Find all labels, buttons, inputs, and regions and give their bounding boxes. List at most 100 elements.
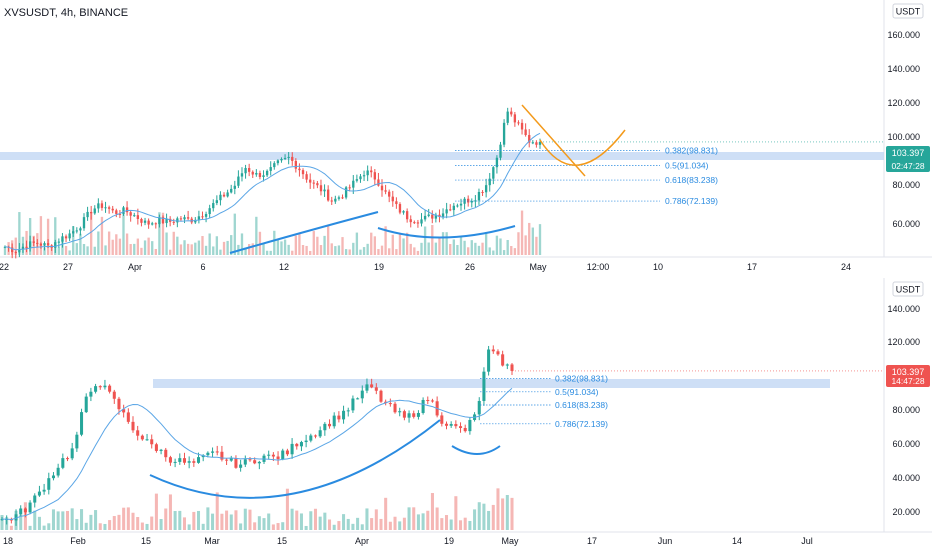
currency-label[interactable]: USDT [892, 3, 924, 19]
volume-bar [159, 519, 163, 530]
candle-body [323, 189, 326, 192]
candle-body [305, 174, 308, 180]
volume-bar [445, 232, 448, 255]
candle-body [136, 430, 140, 436]
volume-bar [379, 518, 383, 530]
candle-body [18, 249, 21, 253]
last-price-tag[interactable]: 103.397 02:47:28 [886, 146, 930, 172]
candle-body [517, 122, 520, 124]
fib-level-label: 0.618(83.238) [555, 400, 608, 410]
uptrend-curve [229, 211, 379, 254]
volume-bar [463, 240, 466, 255]
volume-bar [398, 521, 402, 530]
volume-bar [86, 246, 89, 255]
currency-box [892, 3, 924, 19]
candle-body [94, 386, 98, 392]
candle-body [131, 421, 135, 431]
bottom-chart-panel[interactable]: USDT140.000120.000100.00080.00060.00040.… [0, 278, 932, 546]
candle-body [47, 478, 51, 490]
volume-bar [319, 245, 323, 255]
candle-body [413, 222, 416, 224]
candle-body [154, 444, 158, 451]
volume-bar [481, 242, 484, 255]
candle-body [505, 364, 509, 366]
candle-body [269, 167, 272, 171]
last-price-text: 103.397 [892, 148, 925, 158]
candle-body [43, 243, 46, 246]
volume-bar [449, 244, 452, 255]
volume-bar [255, 216, 258, 255]
volume-bar [487, 510, 491, 530]
candle-body [510, 111, 513, 115]
volume-bar [285, 488, 289, 530]
candle-body [61, 458, 65, 468]
candle-body [197, 216, 201, 220]
volume-bar [440, 518, 444, 530]
candle-body [204, 214, 208, 217]
x-tick-label: 17 [587, 536, 597, 546]
x-tick-label: 22 [0, 262, 9, 272]
volume-bar [365, 508, 369, 530]
y-tick-label: 120.000 [887, 98, 920, 108]
candle-body [502, 122, 506, 145]
candle-body [122, 207, 125, 215]
top-chart-panel[interactable]: USDT160.000140.000120.000100.00080.00060… [0, 0, 932, 272]
candle-body [19, 508, 23, 515]
volume-bar [510, 497, 514, 530]
volume-bar [229, 514, 233, 530]
volume-bar [280, 241, 283, 255]
volume-bar [359, 249, 362, 255]
candle-body [46, 243, 50, 246]
volume-bar [225, 510, 229, 530]
candle-body [118, 213, 122, 215]
volume-bar [468, 520, 472, 530]
candle-body [68, 233, 71, 239]
candle-body [449, 209, 452, 211]
x-tick-label: 19 [444, 536, 454, 546]
candle-body [70, 448, 74, 459]
candle-body [538, 141, 542, 145]
volume-bar [204, 245, 208, 255]
volume-bar [219, 249, 222, 255]
volume-bar [344, 249, 348, 255]
fib-level-label: 0.618(83.238) [665, 175, 718, 185]
volume-bar [416, 250, 420, 255]
candle-body [273, 163, 276, 168]
candle-body [32, 241, 35, 243]
volume-bar [122, 507, 126, 530]
currency-label[interactable]: USDT [892, 281, 924, 297]
volume-bar [298, 232, 301, 255]
volume-bar [438, 236, 441, 255]
candle-body [430, 400, 434, 402]
candle-body [452, 205, 455, 211]
volume-bar [112, 516, 116, 530]
volume-bar [538, 224, 542, 255]
volume-bar [70, 508, 74, 530]
x-tick-label: Apr [128, 262, 142, 272]
candle-body [136, 215, 140, 219]
candle-body [276, 456, 280, 460]
volume-bar [182, 517, 186, 530]
candle-body [459, 426, 463, 428]
candle-body [0, 519, 4, 521]
candle-body [154, 223, 157, 225]
fib-level-label: 0.382(98.831) [665, 146, 718, 156]
volume-bar [131, 512, 135, 530]
volume-bar [220, 513, 224, 530]
volume-bar [330, 243, 333, 255]
volume-bar [370, 232, 373, 255]
volume-bar [271, 524, 275, 530]
volume-bar [165, 232, 168, 255]
price-tag-bg [886, 146, 930, 172]
volume-bar [42, 525, 46, 530]
candles[interactable] [3, 107, 542, 259]
x-tick-label: Mar [204, 536, 220, 546]
candle-body [374, 387, 378, 391]
volume-bar [426, 510, 430, 530]
candles[interactable] [0, 345, 514, 526]
candle-body [54, 242, 57, 248]
volume-bar [143, 240, 147, 255]
volume-bar [402, 238, 405, 255]
